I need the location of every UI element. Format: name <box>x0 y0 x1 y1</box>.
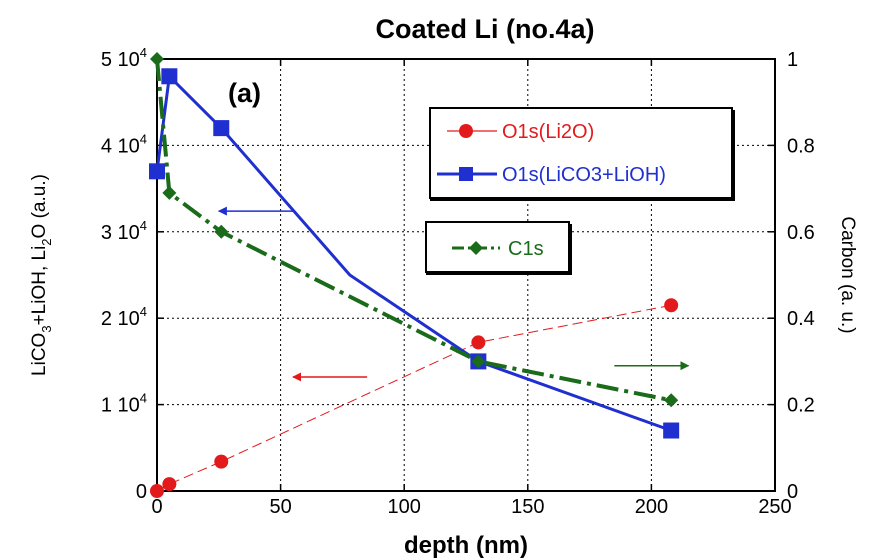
plot-frame <box>156 58 776 492</box>
y-right-tick-labels: 0 0.2 0.4 0.6 0.8 1 <box>787 49 815 503</box>
series-layer <box>149 52 680 498</box>
y-left-tick-exponent: 4 <box>140 391 147 406</box>
y-right-tick-label: 0 <box>787 481 798 503</box>
data-point-0 <box>214 454 229 469</box>
series-line-1 <box>155 73 672 432</box>
x-axis-title: depth (nm) <box>404 532 528 559</box>
legend-marker-li2o <box>459 124 473 138</box>
y-left-title-sub-1: 3 <box>39 325 54 332</box>
legend-shadow-1b <box>732 110 735 201</box>
data-point-0 <box>150 484 164 498</box>
legend-marker-c1s <box>469 241 483 255</box>
y-left-tick-mantissa: 4 10 <box>101 135 140 157</box>
panel-label: (a) <box>228 78 261 108</box>
y-left-tick-mantissa: 5 10 <box>101 49 140 71</box>
annotation-arrows <box>217 206 690 382</box>
y-right-tick-label: 0.4 <box>787 308 815 330</box>
y-left-axis-title: LiCO3+LiOH, Li2O (a.u.) <box>29 174 54 376</box>
y-left-tick-mantissa: 2 10 <box>101 308 140 330</box>
x-tick-labels: 0 50 100 150 200 250 <box>151 496 791 518</box>
y-left-tick-label: 3 104 <box>101 218 147 244</box>
y-right-tick-label: 0.2 <box>787 395 815 417</box>
x-tick-label: 50 <box>269 496 291 518</box>
y-left-title-part-3: O (a.u.) <box>29 174 50 238</box>
legend-label-c1s: C1s <box>508 238 544 260</box>
x-tick-label: 0 <box>151 496 162 518</box>
data-point-1 <box>149 163 165 180</box>
legend-shadow-1 <box>430 198 734 201</box>
data-point-0 <box>664 298 679 313</box>
legend-box-1: O1s(Li2O) O1s(LiCO3+LiOH) <box>429 107 735 201</box>
y-left-tick-label: 5 104 <box>101 45 147 71</box>
y-left-title-part-1: LiCO <box>29 333 50 376</box>
y-left-tick-exponent: 4 <box>140 304 147 319</box>
legend-label-li2o: O1s(Li2O) <box>502 121 594 143</box>
y-left-tick-mantissa: 0 <box>136 481 147 503</box>
y-right-tick-label: 1 <box>787 49 798 71</box>
chart-title: Coated Li (no.4a) <box>375 14 594 44</box>
data-point-2 <box>471 354 486 369</box>
data-point-2 <box>162 185 177 200</box>
legend-frame-2 <box>425 221 570 273</box>
x-tick-label: 150 <box>511 496 544 518</box>
y-left-tick-exponent: 4 <box>140 218 147 233</box>
legend-marker-lico3 <box>459 167 473 181</box>
y-left-tick-label: 2 104 <box>101 304 147 330</box>
x-tick-label: 100 <box>388 496 421 518</box>
data-point-1 <box>161 68 178 85</box>
legend-box-2: C1s <box>425 221 572 275</box>
data-point-2 <box>150 52 164 66</box>
legend-shadow-2b <box>569 224 572 275</box>
y-left-tick-mantissa: 1 10 <box>101 395 140 417</box>
legend-shadow-2 <box>426 272 571 275</box>
y-right-tick-label: 0.6 <box>787 222 815 244</box>
x-tick-label: 200 <box>635 496 668 518</box>
data-point-1 <box>213 120 230 137</box>
data-point-0 <box>162 477 177 492</box>
y-left-tick-exponent: 4 <box>140 45 147 60</box>
data-point-2 <box>214 224 229 239</box>
series-line-0 <box>156 304 672 492</box>
data-point-1 <box>663 422 680 439</box>
legend-label-lico3: O1s(LiCO3+LiOH) <box>502 164 666 186</box>
y-left-tick-label: 4 104 <box>101 131 147 157</box>
y-left-tick-exponent: 4 <box>140 131 147 146</box>
data-point-2 <box>664 393 679 408</box>
y-right-axis-title: Carbon (a. u.) <box>837 216 858 333</box>
y-left-tick-label: 1 104 <box>101 391 147 417</box>
y-right-tick-label: 0.8 <box>787 135 815 157</box>
data-point-0 <box>471 335 486 350</box>
legend-frame-1 <box>429 107 733 199</box>
y-left-tick-label: 0 <box>136 481 147 503</box>
x-tick-label: 250 <box>758 496 791 518</box>
y-left-title-sub-2: 2 <box>39 238 54 245</box>
y-left-tick-mantissa: 3 10 <box>101 222 140 244</box>
y-left-title-part-2: +LiOH, Li <box>29 246 50 326</box>
